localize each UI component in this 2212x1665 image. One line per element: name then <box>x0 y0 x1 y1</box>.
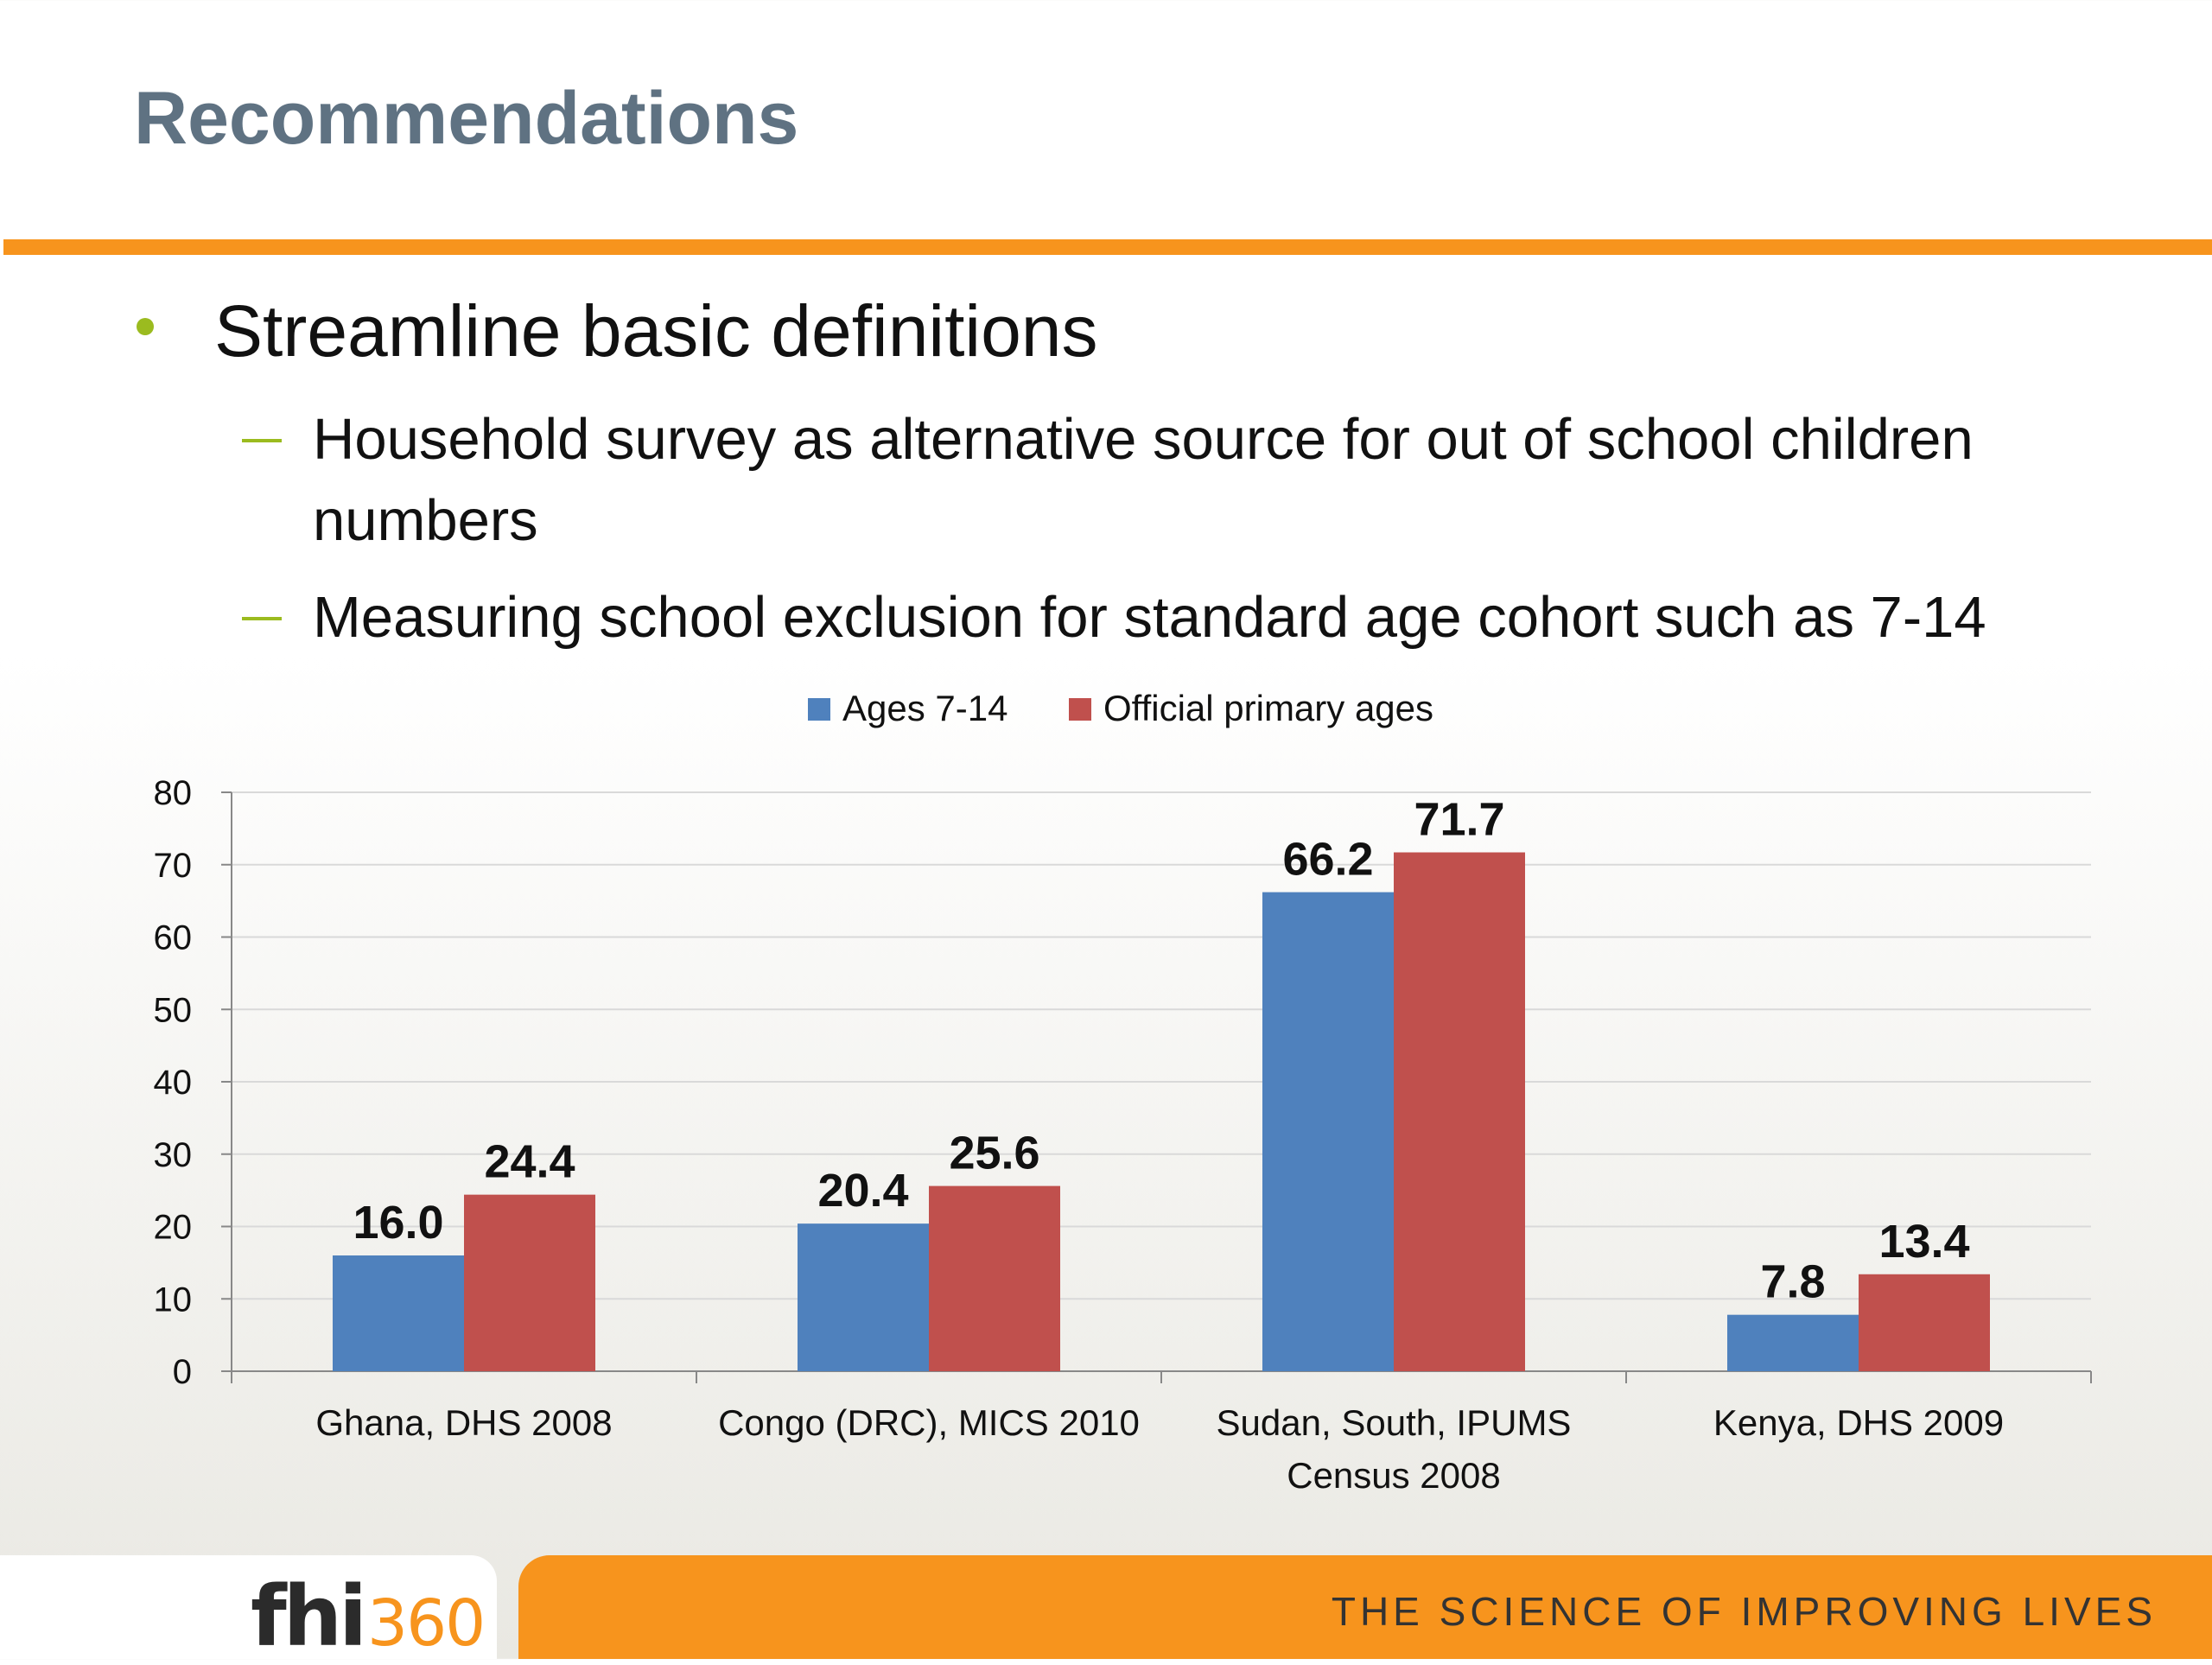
slide-title: Recommendations <box>134 77 799 160</box>
fhi360-logo: fhi 360 <box>251 1568 486 1665</box>
footer-banner <box>518 1555 2212 1659</box>
y-tick-label: 40 <box>154 1064 193 1102</box>
bar <box>464 1194 595 1371</box>
data-label: 25.6 <box>949 1128 1039 1179</box>
bar <box>929 1185 1060 1371</box>
x-tick-label: Congo (DRC), MICS 2010 <box>718 1402 1140 1443</box>
title-divider <box>3 239 2212 255</box>
y-tick-label: 30 <box>154 1136 193 1174</box>
data-label: 24.4 <box>484 1136 575 1188</box>
legend-swatch <box>1069 698 1091 721</box>
data-label: 13.4 <box>1878 1216 1969 1268</box>
y-tick-label: 10 <box>154 1281 193 1319</box>
y-tick-label: 0 <box>173 1353 192 1391</box>
data-label: 66.2 <box>1282 834 1373 886</box>
y-tick-label: 20 <box>154 1209 193 1247</box>
legend-label: Ages 7-14 <box>842 688 1007 728</box>
sub-bullet-2: Measuring school exclusion for standard … <box>313 585 1986 650</box>
legend-label: Official primary ages <box>1103 688 1433 728</box>
footer-logo-panel <box>0 1555 497 1659</box>
main-bullet-text: Streamline basic definitions <box>214 290 1098 372</box>
bullet-dot <box>137 318 154 335</box>
logo-number: 360 <box>367 1586 486 1661</box>
y-tick-label: 80 <box>154 774 193 812</box>
x-tick-label: Census 2008 <box>1287 1455 1501 1496</box>
bar <box>798 1223 929 1371</box>
footer-tagline: THE SCIENCE OF IMPROVING LIVES <box>1331 1589 2157 1634</box>
logo-text: fhi <box>251 1568 367 1665</box>
x-tick-label: Kenya, DHS 2009 <box>1713 1402 2004 1443</box>
legend-swatch <box>808 698 830 721</box>
y-tick-label: 60 <box>154 919 193 957</box>
sub-bullet-dash <box>242 439 282 442</box>
bar-chart: 0 10 20 30 40 50 60 70 80 16.0 24.4 Ghana, DHS 2008… <box>154 688 2092 1496</box>
x-tick-label: Sudan, South, IPUMS <box>1217 1402 1572 1443</box>
bar <box>333 1255 464 1371</box>
data-label: 7.8 <box>1760 1256 1825 1308</box>
y-tick-label: 70 <box>154 847 193 885</box>
bar <box>1262 892 1394 1371</box>
sub-bullet-1: Household survey as alternative source f… <box>313 407 1974 553</box>
bar <box>1859 1274 1990 1371</box>
data-label: 71.7 <box>1414 794 1504 846</box>
x-tick-label: Ghana, DHS 2008 <box>315 1402 612 1443</box>
data-label: 16.0 <box>353 1197 443 1249</box>
y-tick-label: 50 <box>154 991 193 1029</box>
bar <box>1727 1314 1859 1371</box>
data-label: 20.4 <box>817 1165 908 1217</box>
bar <box>1394 852 1525 1371</box>
sub-bullet-dash <box>242 617 282 620</box>
